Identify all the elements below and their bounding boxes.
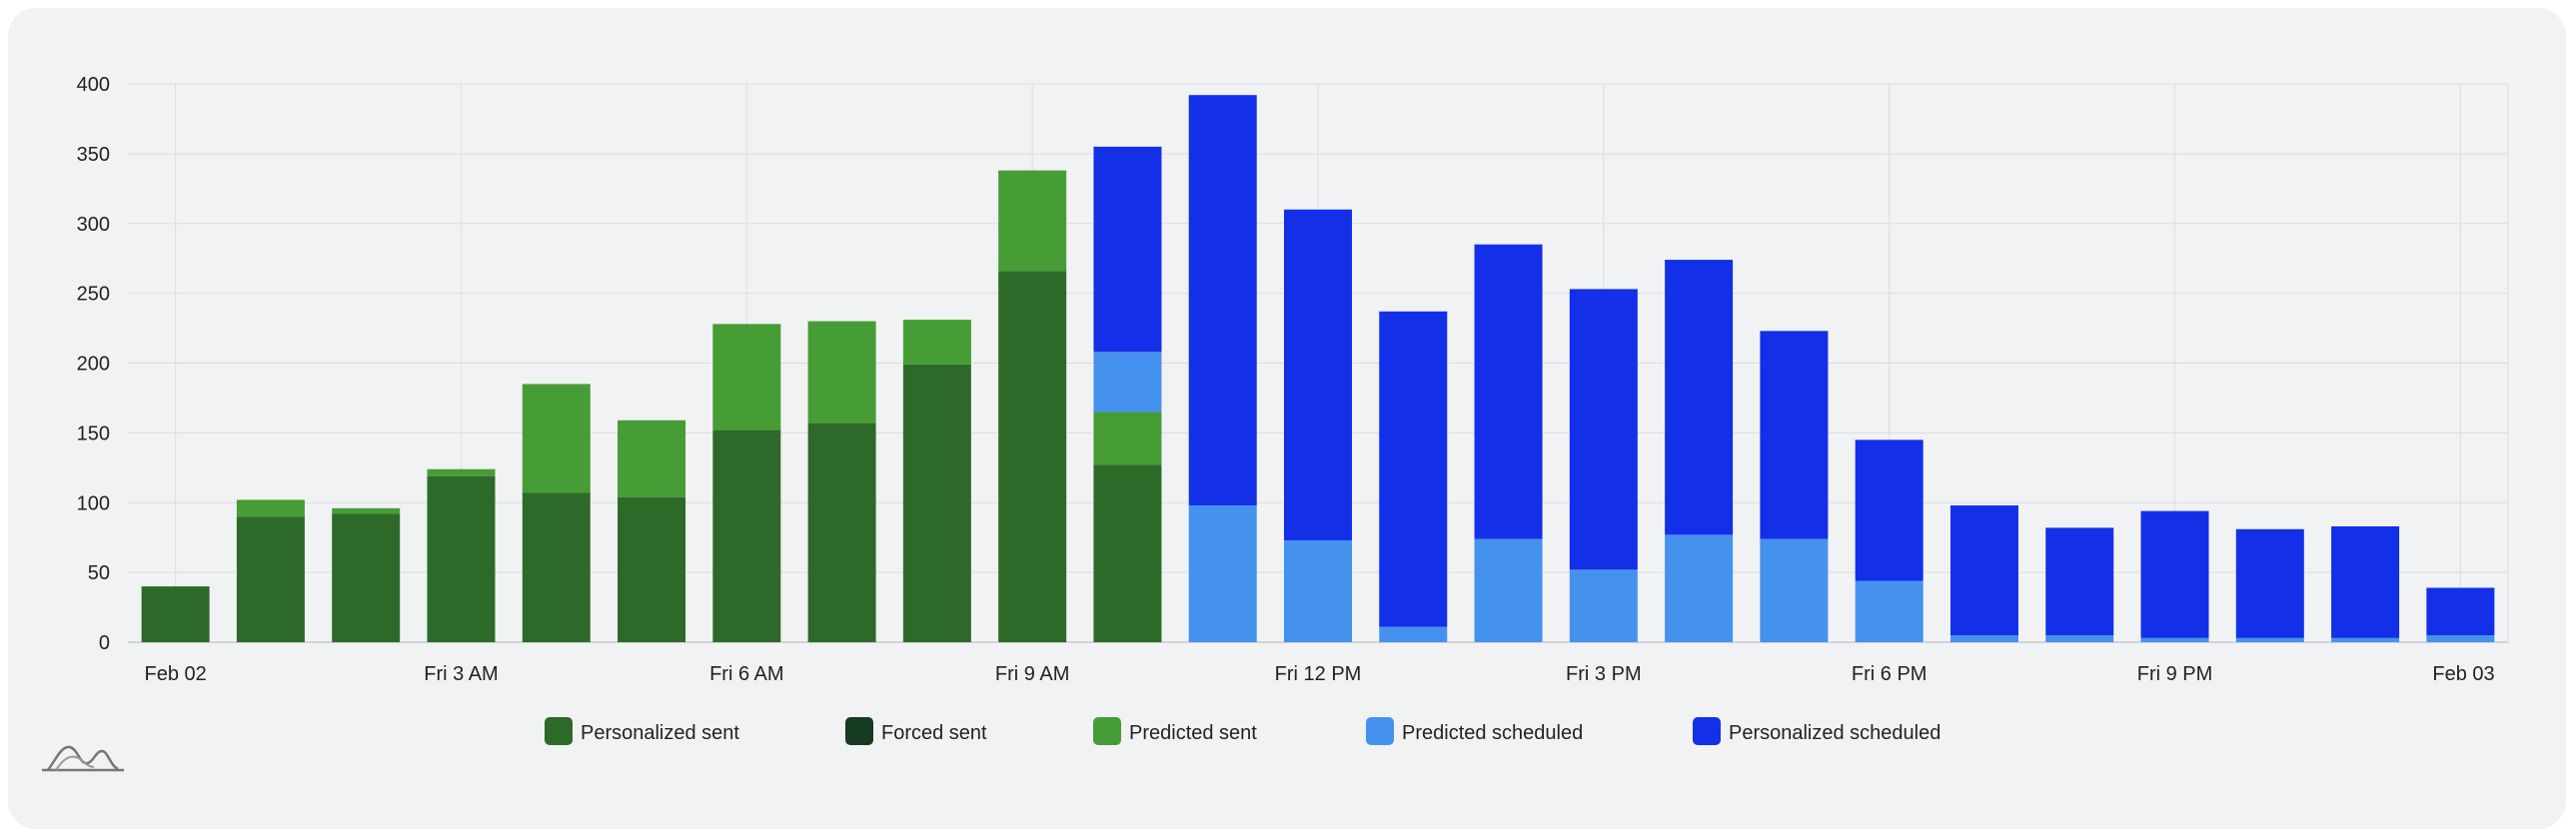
bar-personalized-scheduled[interactable] xyxy=(2331,526,2400,638)
bar-predicted-scheduled[interactable] xyxy=(1665,534,1734,642)
bar-personalized-sent[interactable] xyxy=(522,492,591,642)
bar-predicted-scheduled[interactable] xyxy=(1093,352,1162,413)
legend-swatch-personalized-sent[interactable] xyxy=(545,717,573,745)
bar-predicted-scheduled[interactable] xyxy=(1284,539,1352,642)
bar-personalized-scheduled[interactable] xyxy=(1379,311,1448,627)
bar-personalized-sent[interactable] xyxy=(618,496,686,642)
y-tick-label: 350 xyxy=(77,144,110,166)
bar-personalized-sent[interactable] xyxy=(998,271,1067,642)
bar-predicted-scheduled[interactable] xyxy=(1855,580,1924,642)
bar-predicted-sent[interactable] xyxy=(427,468,496,476)
y-tick-label: 300 xyxy=(77,214,110,236)
legend-swatch-predicted-sent[interactable] xyxy=(1093,717,1121,745)
bar-personalized-scheduled[interactable] xyxy=(1760,331,1829,539)
bar-predicted-sent[interactable] xyxy=(712,324,781,430)
bar-personalized-scheduled[interactable] xyxy=(1188,95,1257,506)
bar-personalized-scheduled[interactable] xyxy=(1093,146,1162,353)
x-tick-label: Fri 6 AM xyxy=(709,663,783,685)
bar-predicted-scheduled[interactable] xyxy=(1474,538,1543,642)
x-axis: Feb 02 Fri 3 AM Fri 6 AM Fri 9 AM Fri 12 PM F… xyxy=(145,663,2495,685)
bar-personalized-scheduled[interactable] xyxy=(1949,505,2018,636)
chart-logo-icon xyxy=(42,745,124,772)
bar-predicted-scheduled[interactable] xyxy=(2426,635,2495,642)
legend-label-predicted-scheduled[interactable]: Predicted scheduled xyxy=(1402,722,1583,744)
bar-personalized-sent[interactable] xyxy=(427,475,496,642)
legend-label-predicted-sent[interactable]: Predicted sent xyxy=(1129,722,1257,744)
x-tick-label: Fri 3 PM xyxy=(1566,663,1642,685)
bar-personalized-scheduled[interactable] xyxy=(2140,510,2209,638)
y-axis: 0 50 100 150 200 250 300 350 400 xyxy=(77,74,110,654)
x-tick-label: Fri 6 PM xyxy=(1852,663,1928,685)
x-tick-label: Feb 03 xyxy=(2432,663,2494,685)
y-tick-label: 0 xyxy=(99,632,110,654)
bar-personalized-sent[interactable] xyxy=(332,513,401,642)
y-tick-label: 50 xyxy=(88,562,110,584)
legend-swatch-forced-sent[interactable] xyxy=(845,717,873,745)
bar-predicted-sent[interactable] xyxy=(236,499,305,517)
bar-personalized-sent[interactable] xyxy=(236,516,305,642)
bar-predicted-scheduled[interactable] xyxy=(2331,637,2400,642)
bar-predicted-scheduled[interactable] xyxy=(1569,569,1638,642)
bar-personalized-scheduled[interactable] xyxy=(1855,439,1924,581)
legend-label-personalized-sent[interactable]: Personalized sent xyxy=(581,722,739,744)
bar-personalized-sent[interactable] xyxy=(712,429,781,642)
y-tick-label: 150 xyxy=(77,422,110,444)
y-tick-label: 250 xyxy=(77,284,110,306)
x-tick-label: Fri 3 AM xyxy=(424,663,498,685)
bars xyxy=(141,95,2495,642)
bar-predicted-scheduled[interactable] xyxy=(2235,637,2304,642)
bar-predicted-sent[interactable] xyxy=(998,170,1067,272)
bar-personalized-sent[interactable] xyxy=(807,422,876,642)
y-tick-label: 200 xyxy=(77,354,110,376)
y-tick-label: 400 xyxy=(77,74,110,96)
legend-swatch-predicted-scheduled[interactable] xyxy=(1366,717,1394,745)
bar-personalized-scheduled[interactable] xyxy=(2045,527,2114,636)
bar-personalized-scheduled[interactable] xyxy=(1474,244,1543,539)
bar-predicted-sent[interactable] xyxy=(1093,412,1162,465)
bar-predicted-scheduled[interactable] xyxy=(1760,538,1829,642)
bar-personalized-sent[interactable] xyxy=(1093,464,1162,642)
bar-personalized-scheduled[interactable] xyxy=(1284,209,1352,540)
bar-predicted-scheduled[interactable] xyxy=(2045,635,2114,642)
legend-swatch-personalized-scheduled[interactable] xyxy=(1693,717,1721,745)
bar-predicted-scheduled[interactable] xyxy=(2140,637,2209,642)
x-tick-label: Feb 02 xyxy=(145,663,207,685)
bar-personalized-scheduled[interactable] xyxy=(1569,289,1638,570)
bar-predicted-sent[interactable] xyxy=(807,321,876,423)
bar-predicted-sent[interactable] xyxy=(522,384,591,493)
bar-personalized-scheduled[interactable] xyxy=(2426,587,2495,636)
legend-label-forced-sent[interactable]: Forced sent xyxy=(881,722,987,744)
x-tick-label: Fri 12 PM xyxy=(1275,663,1362,685)
y-tick-label: 100 xyxy=(77,492,110,514)
bar-predicted-scheduled[interactable] xyxy=(1379,626,1448,642)
x-tick-label: Fri 9 AM xyxy=(995,663,1069,685)
bar-personalized-sent[interactable] xyxy=(902,364,971,642)
bar-predicted-scheduled[interactable] xyxy=(1188,505,1257,642)
legend: Personalized sent Forced sent Predicted se… xyxy=(545,717,1940,745)
bar-personalized-sent[interactable] xyxy=(141,586,210,642)
bar-predicted-scheduled[interactable] xyxy=(1949,635,2018,642)
legend-label-personalized-scheduled[interactable]: Personalized scheduled xyxy=(1729,722,1940,744)
bar-predicted-sent[interactable] xyxy=(332,507,401,514)
x-tick-label: Fri 9 PM xyxy=(2137,663,2213,685)
bar-personalized-scheduled[interactable] xyxy=(2235,528,2304,638)
bar-predicted-sent[interactable] xyxy=(902,320,971,365)
bar-personalized-scheduled[interactable] xyxy=(1665,260,1734,535)
bar-predicted-sent[interactable] xyxy=(618,420,686,497)
